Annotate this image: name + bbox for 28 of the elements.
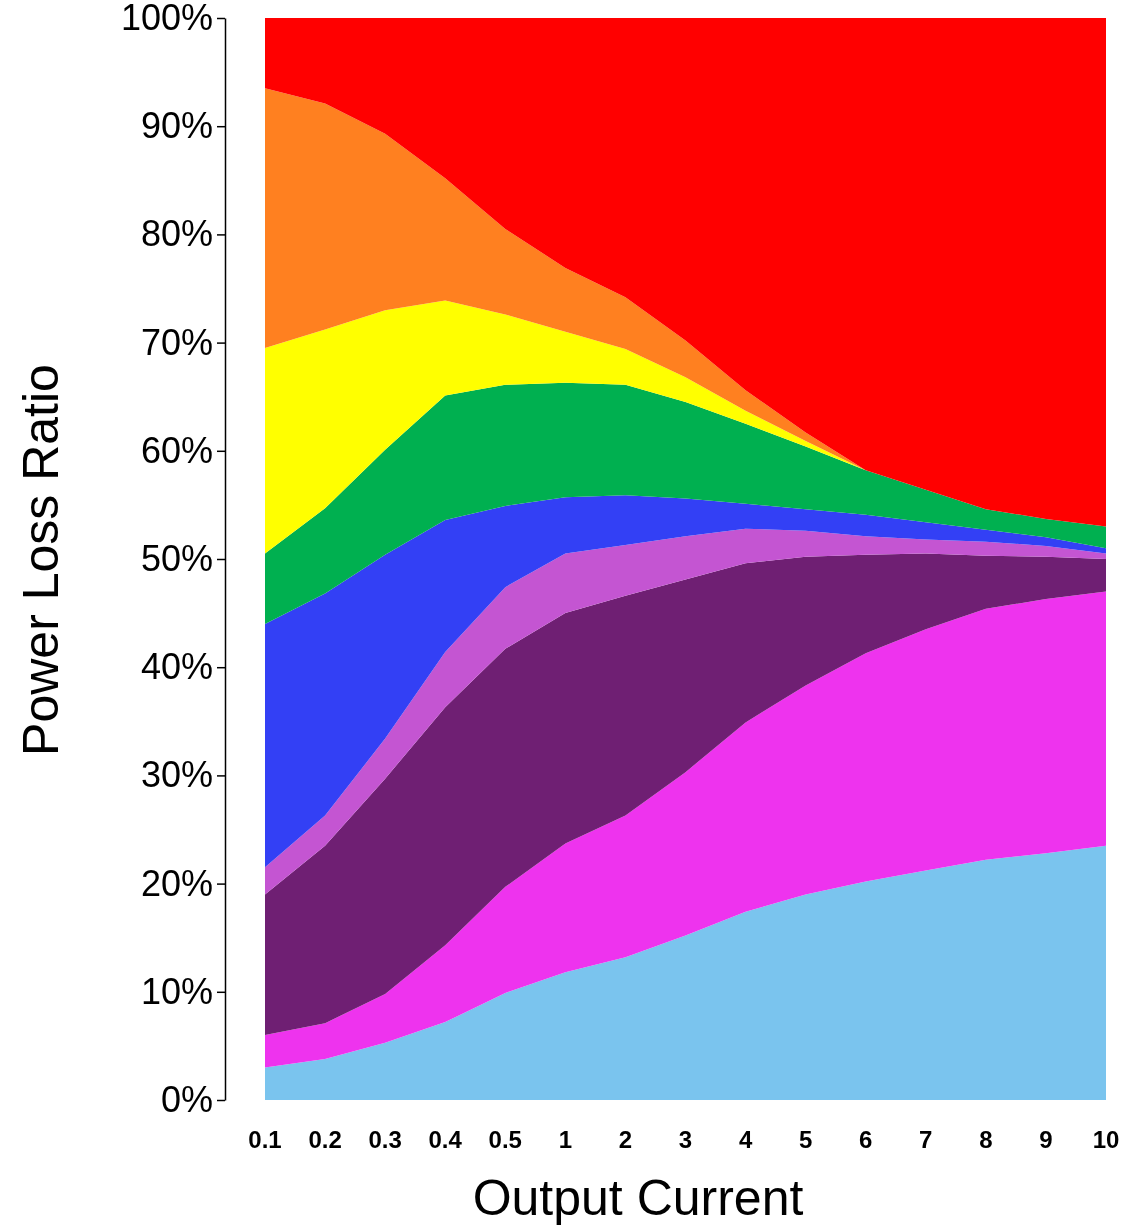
x-tick-label: 10 <box>1092 1126 1120 1153</box>
y-tick-label: 80% <box>140 213 213 255</box>
x-tick-label: 0.5 <box>488 1126 522 1153</box>
x-tick-label: 2 <box>618 1126 633 1153</box>
x-tick-label: 3 <box>678 1126 693 1153</box>
y-tick-label: 30% <box>140 754 213 796</box>
x-tick-label: 6 <box>859 1126 873 1153</box>
x-tick-label: 7 <box>919 1126 933 1153</box>
y-tick-label: 70% <box>140 321 213 363</box>
y-tick-label: 10% <box>140 970 213 1012</box>
x-tick-label: 4 <box>738 1126 753 1153</box>
y-tick-label: 0% <box>160 1079 213 1121</box>
x-tick-label: 0.4 <box>428 1126 463 1153</box>
x-tick-label: 5 <box>798 1126 813 1153</box>
x-axis-title: Output Current <box>472 1170 804 1226</box>
y-tick-label: 100% <box>120 0 213 39</box>
x-tick-label: 8 <box>979 1126 993 1153</box>
x-tick-label: 1 <box>558 1126 573 1153</box>
y-tick-label: 50% <box>140 538 213 580</box>
y-tick-label: 60% <box>140 429 213 471</box>
x-tick-label: 0.2 <box>308 1126 342 1153</box>
x-tick-label: 0.1 <box>248 1126 282 1153</box>
y-tick-label: 20% <box>140 862 213 904</box>
x-tick-label: 0.3 <box>368 1126 402 1153</box>
y-tick-label: 40% <box>140 646 213 688</box>
x-tick-label: 9 <box>1039 1126 1053 1153</box>
y-axis-title: Power Loss Ratio <box>13 364 69 756</box>
y-tick-label: 90% <box>140 105 213 147</box>
